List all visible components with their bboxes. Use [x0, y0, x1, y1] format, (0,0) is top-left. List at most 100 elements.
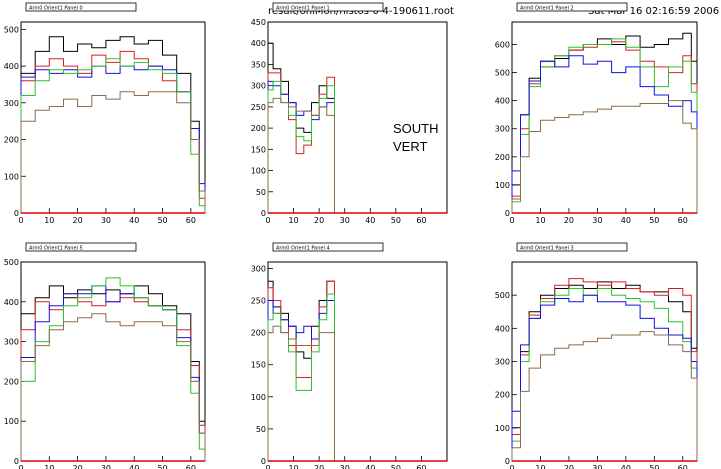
series-blue — [511, 294, 698, 461]
y-tick-label: 500 — [495, 69, 510, 78]
y-tick-label: 500 — [4, 258, 19, 267]
y-tick-label: 450 — [251, 18, 266, 27]
x-tick-label: 10 — [44, 216, 54, 225]
x-tick-label: 60 — [186, 464, 196, 469]
panel-3: Arm0 Orient1 Panel 5 0 100 200 300 400 500 0 10 2… — [4, 242, 206, 469]
x-tick-label: 30 — [101, 216, 111, 225]
series-red — [20, 293, 206, 461]
x-tick-label: 30 — [592, 464, 602, 469]
y-tick-label: 100 — [4, 172, 19, 181]
x-tick-label: 20 — [314, 464, 324, 469]
panel-frame — [267, 21, 448, 214]
x-tick-label: 50 — [157, 216, 167, 225]
panel-title-box — [25, 2, 137, 12]
x-tick-label: 0 — [265, 216, 270, 225]
series-green — [511, 38, 698, 213]
y-tick-label: 300 — [4, 99, 19, 108]
panel-title-box — [272, 242, 384, 252]
y-tick-label: 400 — [4, 298, 19, 307]
y-tick-label: 200 — [251, 124, 266, 133]
panel-0: Arm0 Orient1 Panel 0 0 100 200 300 400 500 0 10 2… — [4, 2, 206, 225]
y-tick-label: 50 — [256, 188, 266, 197]
x-tick-label: 20 — [73, 464, 83, 469]
x-tick-label: 10 — [288, 464, 298, 469]
x-tick-label: 60 — [678, 216, 688, 225]
datetime-header: Sat Mar 16 02:16:59 2006 — [588, 6, 720, 17]
x-tick-label: 40 — [365, 216, 375, 225]
panel-title-box — [272, 2, 384, 12]
panel-title: Arm0 Orient1 Panel 5 — [29, 246, 83, 252]
y-tick-label: 300 — [251, 82, 266, 91]
y-tick-label: 150 — [251, 145, 266, 154]
series-black — [267, 280, 335, 461]
y-tick-label: 200 — [4, 136, 19, 145]
x-tick-label: 50 — [391, 216, 401, 225]
x-tick-label: 10 — [44, 464, 54, 469]
panel-title: Arm0 Orient1 Panel 4 — [276, 246, 330, 252]
panel-title: Arm0 Orient1 Panel 2 — [520, 6, 574, 12]
series-blue — [20, 285, 206, 461]
panel-frame — [511, 261, 698, 462]
x-tick-label: 60 — [416, 464, 426, 469]
panel-title: Arm0 Orient1 Panel 3 — [520, 246, 574, 252]
panel-title: Arm0 Orient1 Panel 0 — [29, 6, 83, 12]
y-tick-label: 0 — [14, 457, 19, 466]
y-tick-label: 300 — [495, 358, 510, 367]
series-brown — [267, 97, 335, 213]
x-tick-label: 50 — [157, 464, 167, 469]
x-tick-label: 60 — [186, 216, 196, 225]
series-brown — [267, 325, 335, 461]
y-tick-label: 200 — [495, 153, 510, 162]
y-tick-label: 500 — [495, 291, 510, 300]
x-tick-label: 0 — [509, 216, 514, 225]
panel-2: Arm0 Orient1 Panel 2 0 100 200 300 400 500 600 0… — [495, 2, 698, 225]
series-black — [511, 32, 698, 213]
overlay-south-label: SOUTH — [393, 121, 439, 136]
panel-title: Arm0 Orient1 Panel 1 — [276, 6, 330, 12]
y-tick-label: 400 — [495, 97, 510, 106]
x-tick-label: 20 — [564, 464, 574, 469]
x-tick-label: 40 — [129, 216, 139, 225]
x-tick-label: 40 — [621, 464, 631, 469]
panel-frame — [20, 261, 206, 462]
panel-frame — [511, 21, 698, 214]
y-tick-label: 0 — [14, 209, 19, 218]
y-tick-label: 200 — [495, 391, 510, 400]
series-blue — [267, 80, 335, 213]
series-brown — [20, 91, 206, 213]
x-tick-label: 40 — [621, 216, 631, 225]
x-tick-label: 10 — [535, 464, 545, 469]
series-green — [20, 58, 206, 213]
series-red — [267, 280, 335, 461]
x-tick-label: 30 — [101, 464, 111, 469]
x-tick-label: 0 — [509, 464, 514, 469]
series-brown — [511, 100, 698, 213]
y-tick-label: 500 — [4, 25, 19, 34]
x-tick-label: 50 — [649, 464, 659, 469]
x-tick-label: 30 — [340, 464, 350, 469]
x-tick-label: 0 — [265, 464, 270, 469]
series-brown — [511, 331, 698, 461]
y-tick-label: 200 — [4, 377, 19, 386]
series-green — [267, 80, 335, 213]
x-tick-label: 60 — [678, 464, 688, 469]
series-green — [20, 277, 206, 461]
y-tick-label: 400 — [4, 62, 19, 71]
panel-title-box — [516, 242, 628, 252]
panel-title-box — [516, 2, 628, 12]
y-tick-label: 100 — [4, 417, 19, 426]
x-tick-label: 0 — [18, 216, 23, 225]
x-tick-label: 50 — [391, 464, 401, 469]
y-tick-label: 350 — [251, 60, 266, 69]
series-blue — [267, 300, 335, 461]
x-tick-label: 20 — [314, 216, 324, 225]
y-tick-label: 0 — [261, 209, 266, 218]
x-tick-label: 20 — [564, 216, 574, 225]
x-tick-label: 20 — [73, 216, 83, 225]
panel-4: Arm0 Orient1 Panel 4 0 50 100 150 200 250 300 0 1… — [251, 242, 448, 469]
y-tick-label: 0 — [261, 457, 266, 466]
y-tick-label: 300 — [4, 338, 19, 347]
x-tick-label: 50 — [649, 216, 659, 225]
panel-frame — [267, 261, 448, 462]
